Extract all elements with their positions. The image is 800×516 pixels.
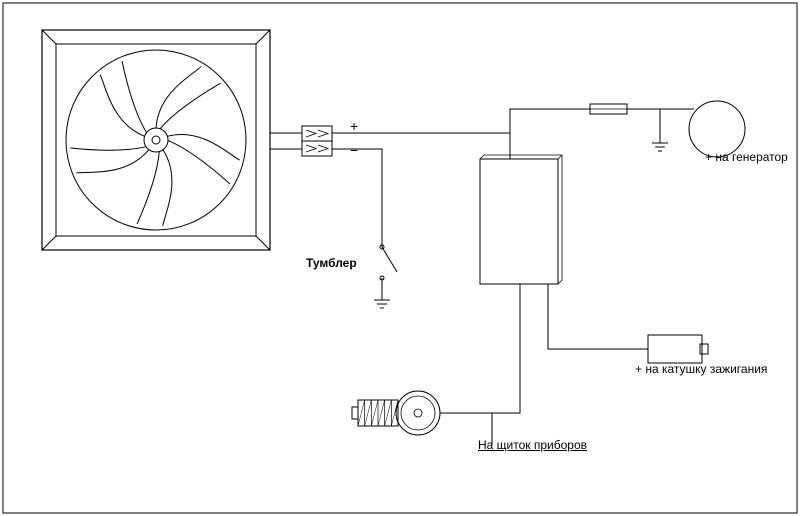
plus-sign: + xyxy=(350,118,358,134)
wiring-diagram xyxy=(0,0,800,516)
tumbler-label: Тумблер xyxy=(306,256,357,270)
generator-label: + на генератор xyxy=(705,150,788,164)
dashboard-label: На щиток приборов xyxy=(478,438,587,452)
diagram-container: Тумблер + на генератор + на катушку зажи… xyxy=(0,0,800,516)
ignition-label: + на катушку зажигания xyxy=(635,362,767,376)
minus-sign: − xyxy=(350,142,358,158)
